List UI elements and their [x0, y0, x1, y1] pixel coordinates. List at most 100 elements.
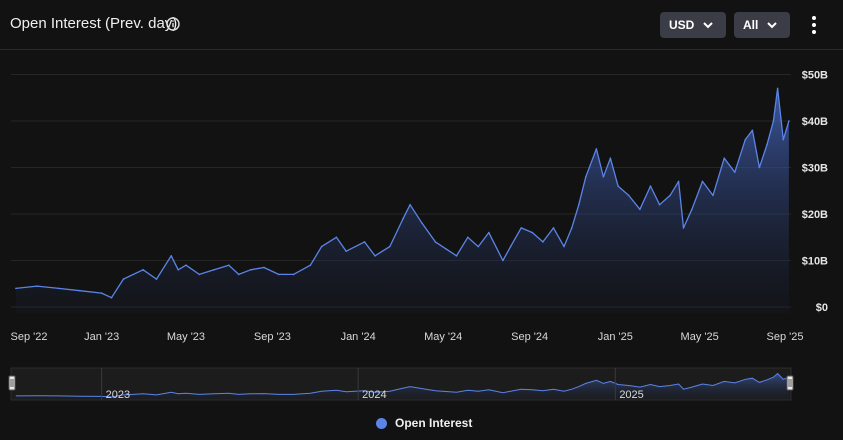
- data-point: [309, 264, 312, 266]
- y-tick-label: $40B: [802, 116, 828, 128]
- data-point: [782, 138, 785, 141]
- data-point: [502, 259, 504, 262]
- data-point: [177, 269, 180, 271]
- info-icon[interactable]: [166, 17, 180, 31]
- range-dropdown[interactable]: All: [734, 12, 790, 38]
- navigator-year-label: 2023: [106, 389, 130, 401]
- data-point: [639, 208, 641, 211]
- data-point: [155, 278, 158, 280]
- data-point: [57, 287, 60, 290]
- data-point: [570, 227, 573, 229]
- legend[interactable]: Open Interest: [376, 416, 472, 430]
- x-tick-label: May '24: [424, 331, 462, 343]
- x-tick-label: Jan '23: [84, 331, 119, 343]
- data-point: [723, 157, 726, 159]
- data-point: [15, 287, 17, 290]
- data-point: [198, 273, 201, 276]
- data-point: [552, 227, 555, 229]
- x-tick-label: Jan '24: [341, 331, 376, 343]
- data-point: [585, 176, 587, 178]
- navigator-handle[interactable]: [8, 375, 16, 391]
- legend-label: Open Interest: [395, 416, 473, 430]
- data-point: [691, 208, 693, 211]
- data-point: [421, 222, 423, 225]
- chart-title: Open Interest (Prev. day): [10, 15, 178, 32]
- data-point: [434, 241, 437, 243]
- data-point: [509, 245, 512, 248]
- data-point: [213, 269, 215, 271]
- data-point: [658, 203, 661, 206]
- data-point: [627, 194, 630, 197]
- data-point: [733, 171, 736, 173]
- data-point: [617, 185, 619, 187]
- series-area: [15, 88, 789, 314]
- data-point: [249, 269, 252, 271]
- range-navigator[interactable]: 2023 2024 2025: [8, 367, 794, 401]
- data-point: [170, 255, 173, 257]
- data-point: [788, 120, 790, 122]
- navigator-handle[interactable]: [786, 375, 794, 391]
- data-point: [531, 231, 534, 234]
- more-vertical-icon[interactable]: [806, 14, 822, 36]
- open-interest-chart[interactable]: $0 $10B $20B $30B $40B $50B Sep '22 Jan '23 May…: [0, 51, 843, 411]
- series-line: [15, 87, 790, 299]
- data-point: [185, 264, 187, 266]
- data-point: [669, 194, 671, 197]
- currency-dropdown[interactable]: USD: [660, 12, 726, 38]
- x-tick-label: Sep '25: [767, 331, 804, 343]
- y-tick-label: $20B: [802, 209, 828, 221]
- range-dropdown-label: All: [743, 18, 759, 32]
- data-point: [602, 176, 605, 178]
- data-point: [409, 203, 411, 206]
- x-axis: Sep '22 Jan '23 May '23 Sep '23 Jan '24 May '…: [11, 331, 804, 343]
- data-point: [682, 227, 685, 229]
- chevron-down-icon: [767, 22, 778, 29]
- x-tick-label: Sep '22: [11, 331, 48, 343]
- y-axis: $0 $10B $20B $30B $40B $50B: [802, 70, 828, 315]
- data-point: [758, 166, 761, 169]
- y-tick-label: $50B: [802, 70, 828, 82]
- x-tick-label: May '23: [167, 331, 205, 343]
- y-tick-label: $0: [816, 302, 828, 314]
- currency-dropdown-label: USD: [669, 18, 695, 32]
- x-tick-label: Jan '25: [598, 331, 633, 343]
- x-tick-label: Sep '24: [511, 331, 548, 343]
- data-point: [228, 264, 230, 266]
- data-point: [751, 129, 754, 132]
- chart-header: Open Interest (Prev. day) USD All: [0, 0, 843, 50]
- data-point: [374, 255, 376, 257]
- data-point: [277, 273, 280, 276]
- x-tick-label: Sep '23: [254, 331, 291, 343]
- data-point: [712, 194, 714, 197]
- data-point: [36, 285, 38, 287]
- data-point: [363, 241, 366, 243]
- data-point: [744, 138, 747, 141]
- data-point: [595, 148, 598, 150]
- data-point: [100, 292, 103, 294]
- data-point: [320, 245, 323, 248]
- navigator-area: [11, 373, 789, 400]
- data-point: [776, 87, 779, 90]
- data-point: [335, 236, 338, 239]
- data-point: [563, 245, 565, 248]
- legend-dot: [376, 417, 387, 429]
- data-point: [577, 203, 580, 206]
- data-point: [609, 157, 612, 159]
- data-point: [122, 278, 125, 280]
- navigator-year-label: 2024: [362, 389, 386, 401]
- navigator-year-label: 2025: [619, 389, 643, 401]
- data-point: [445, 248, 447, 250]
- data-point: [292, 273, 295, 276]
- data-point: [701, 180, 704, 183]
- data-point: [110, 296, 113, 299]
- data-point: [388, 245, 391, 248]
- data-point: [263, 266, 265, 269]
- data-point: [402, 217, 404, 220]
- data-point: [455, 255, 458, 257]
- data-point: [677, 180, 680, 183]
- chevron-down-icon: [703, 22, 714, 29]
- x-tick-label: May '25: [681, 331, 719, 343]
- data-point: [766, 143, 768, 146]
- data-point: [542, 241, 544, 243]
- data-point: [345, 250, 347, 252]
